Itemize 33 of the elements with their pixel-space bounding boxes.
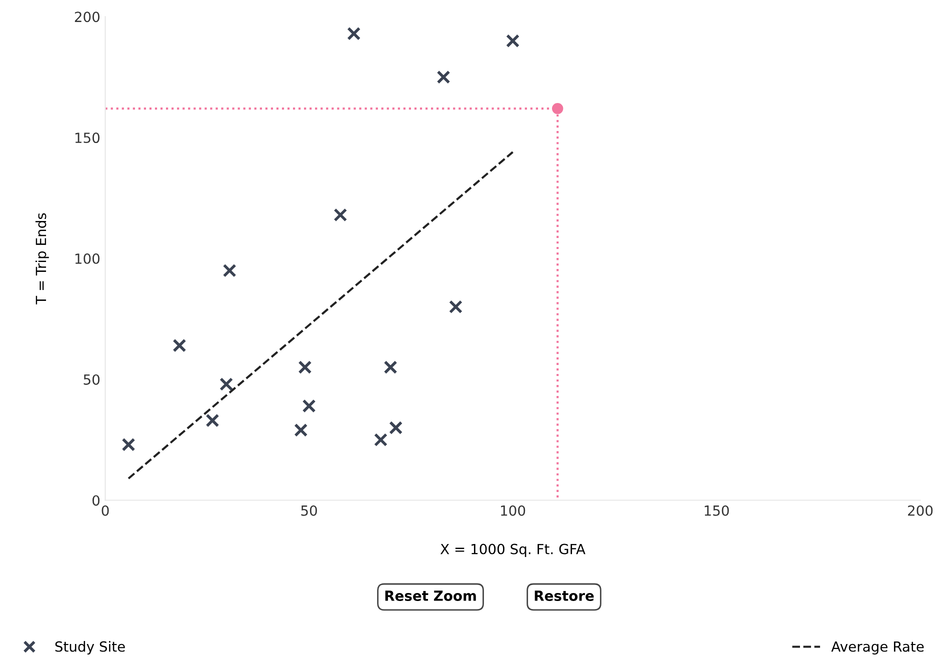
point bbox=[389, 420, 403, 434]
y-tick-label: 100 bbox=[75, 253, 100, 264]
point bbox=[122, 438, 136, 452]
point bbox=[334, 208, 348, 222]
y-tick-label: 200 bbox=[74, 12, 100, 22]
y-tick-label: 50 bbox=[84, 374, 100, 385]
point bbox=[294, 423, 308, 437]
text: Restore bbox=[534, 590, 594, 601]
point bbox=[172, 338, 186, 352]
point bbox=[298, 360, 312, 374]
x-tick-label: 50 bbox=[301, 505, 317, 516]
point bbox=[506, 34, 520, 48]
legend-label: Study Site bbox=[55, 641, 125, 654]
point bbox=[384, 360, 398, 374]
point bbox=[206, 414, 220, 428]
point bbox=[436, 70, 450, 84]
x-axis-title: X = 1000 Sq. Ft. GFA bbox=[440, 544, 586, 557]
x-tick-label: 0 bbox=[102, 505, 109, 516]
x-tick-label: 100 bbox=[501, 505, 526, 516]
point bbox=[222, 264, 236, 278]
point bbox=[552, 102, 564, 114]
point bbox=[374, 433, 388, 447]
y-tick-label: 0 bbox=[92, 495, 100, 506]
point bbox=[302, 399, 316, 413]
x-tick-label: 200 bbox=[908, 505, 933, 516]
text: Reset Zoom bbox=[385, 590, 476, 601]
y-tick-label: 150 bbox=[75, 132, 100, 144]
point bbox=[220, 377, 234, 391]
point bbox=[448, 300, 462, 314]
point bbox=[347, 26, 361, 40]
x-tick-label: 150 bbox=[704, 505, 729, 516]
y-axis-title: T = Trip Ends bbox=[35, 213, 49, 304]
legend-label: Average Rate bbox=[831, 641, 924, 654]
